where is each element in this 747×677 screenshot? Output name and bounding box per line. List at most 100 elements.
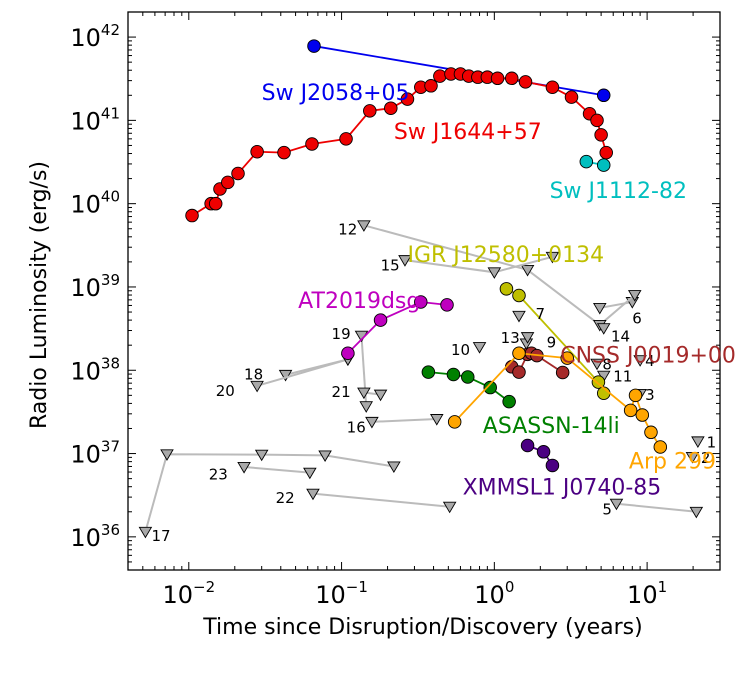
upper-limit-label: 13 — [501, 329, 520, 347]
upper-limit-marker — [487, 267, 502, 279]
data-point — [433, 69, 447, 83]
data-point — [555, 365, 570, 380]
data-point — [628, 388, 643, 403]
data-point — [339, 132, 353, 146]
series-line — [347, 301, 448, 354]
data-point — [594, 128, 608, 142]
data-point — [536, 445, 551, 459]
upper-limit-label: 9 — [547, 334, 557, 352]
data-point — [208, 196, 223, 211]
upper-limit-marker — [254, 449, 269, 462]
upper-limit-marker — [306, 488, 320, 501]
upper-limit-label: 19 — [332, 325, 351, 343]
y-tick-label: 1037 — [70, 438, 120, 469]
series-label: Sw J1644+57 — [394, 120, 542, 145]
upper-limit-marker — [472, 342, 487, 354]
upper-limit-marker — [520, 265, 535, 277]
x-tick-label: 10−2 — [162, 578, 215, 609]
upper-limit-marker — [359, 401, 374, 413]
upper-limit-label: 23 — [209, 465, 228, 483]
y-tick-label: 1042 — [70, 21, 120, 52]
upper-limit-marker — [303, 467, 317, 480]
x-tick-label: 10−1 — [315, 578, 368, 609]
axis-ticks-group: 10−2 10−1 100 10110361037103810391040104110… — [70, 11, 721, 609]
series-label: Sw J2058+05 — [262, 81, 410, 106]
data-point — [564, 90, 579, 104]
data-point — [400, 92, 415, 106]
upper-limit-label: 10 — [451, 341, 470, 359]
upper-limit-label: 4 — [645, 352, 655, 370]
series-label: CNSS J0019+00 — [560, 343, 736, 368]
data-point — [499, 282, 514, 296]
upper-limit-label: 3 — [645, 386, 655, 404]
upper-limit-label: 1 — [707, 433, 717, 451]
data-point — [512, 288, 526, 303]
upper-limit-marker — [365, 416, 379, 429]
data-point — [623, 403, 638, 418]
upper-limit-marker — [318, 450, 332, 462]
upper-limit-marker — [250, 380, 264, 393]
upper-limit-marker — [373, 389, 388, 402]
data-point — [461, 370, 475, 384]
upper-limit-marker — [387, 461, 401, 474]
data-point — [341, 346, 355, 361]
data-point — [635, 408, 650, 422]
data-point — [185, 208, 199, 223]
upper-limit-label: 8 — [602, 356, 612, 374]
upper-limit-line — [312, 492, 450, 508]
data-point — [440, 298, 454, 312]
upper-limit-marker — [442, 501, 457, 514]
data-point — [545, 458, 560, 473]
data-point — [653, 440, 668, 454]
upper-limit-marker — [357, 387, 371, 400]
upper-limit-label: 12 — [338, 221, 357, 239]
upper-limit-marker — [357, 220, 371, 232]
upper-limit-marker — [278, 369, 293, 382]
y-tick-label: 1040 — [70, 188, 120, 219]
y-axis-label: Radio Luminosity (erg/s) — [27, 161, 52, 429]
upper-limit-label: 6 — [632, 309, 642, 327]
data-point — [512, 365, 526, 379]
upper-limit-marker — [627, 290, 642, 302]
upper-limit-label: 16 — [347, 419, 366, 437]
upper-limit-marker — [685, 452, 700, 464]
data-point — [590, 113, 604, 128]
data-point — [373, 313, 388, 327]
upper-limit-marker — [689, 506, 704, 519]
series-label: ASASSN-14li — [483, 414, 620, 439]
data-point — [221, 175, 235, 190]
upper-limit-marker — [596, 323, 611, 335]
upper-limit-label: 7 — [536, 305, 546, 323]
data-point — [250, 145, 264, 159]
series-label: Sw J1112-82 — [550, 179, 687, 204]
series-label: Arp 299 — [629, 450, 716, 475]
upper-limit-label: 14 — [611, 328, 630, 346]
upper-limit-label: 5 — [602, 500, 612, 518]
upper-limit-marker — [520, 332, 535, 344]
data-point — [512, 346, 526, 361]
data-point — [520, 438, 535, 453]
data-point — [424, 79, 438, 93]
upper-limit-label: 18 — [244, 365, 263, 383]
data-point — [447, 415, 462, 429]
upper-limits-group — [138, 220, 705, 539]
y-tick-label: 1039 — [70, 271, 120, 302]
upper-limit-marker — [592, 302, 607, 315]
upper-limit-marker — [545, 251, 560, 264]
x-tick-label: 101 — [627, 578, 667, 609]
data-point — [384, 101, 398, 115]
data-point — [560, 351, 574, 365]
data-point — [421, 365, 436, 379]
data-point — [446, 367, 461, 382]
upper-limit-marker — [429, 414, 444, 426]
data-point — [414, 295, 428, 309]
upper-limit-marker — [512, 310, 526, 323]
data-point — [504, 71, 519, 86]
y-tick-label: 1036 — [70, 521, 120, 552]
x-axis-label: Time since Disruption/Discovery (years) — [202, 615, 642, 640]
series-label: IGR J12580+0134 — [407, 243, 604, 268]
data-point — [596, 88, 611, 103]
data-point — [363, 104, 377, 118]
x-tick-label: 100 — [474, 578, 514, 609]
